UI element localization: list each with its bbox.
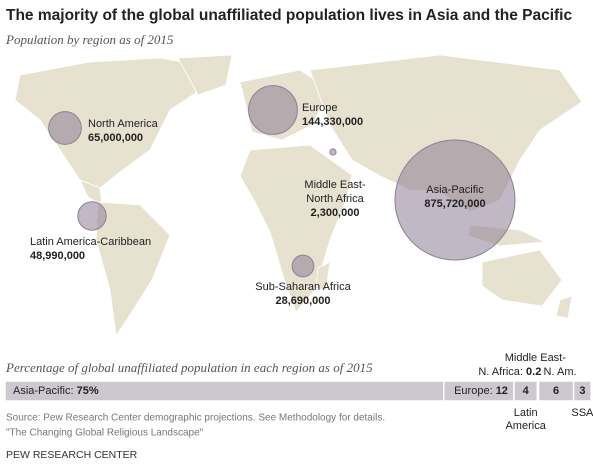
bubble-label: Europe	[302, 102, 337, 114]
bubble-value-label: 2,300,000	[311, 207, 360, 219]
bar-value-label: Asia-Pacific: 75%	[13, 385, 99, 397]
bar-value-label: 6	[553, 385, 559, 397]
note: "The Changing Global Religious Landscape…	[6, 428, 204, 439]
bubble	[291, 254, 315, 278]
bubble-label: North America	[88, 118, 159, 130]
bubble	[48, 111, 82, 145]
bubble-value-label: 875,720,000	[424, 198, 485, 210]
bar-label: Middle East-	[505, 352, 566, 364]
bubble-label: Asia-Pacific	[426, 184, 484, 196]
bar-value-label: 3	[579, 385, 585, 397]
bubble	[329, 148, 337, 156]
bar-label: N. Am.	[544, 366, 577, 378]
bar-segment	[572, 380, 592, 402]
bar-name: Asia-Pacific:	[13, 385, 74, 397]
bar-value: 0.2	[526, 366, 541, 378]
bar-value: 3	[579, 385, 585, 397]
bar-label: SSA	[571, 407, 593, 419]
bubble-label: Latin America-Caribbean	[30, 236, 151, 248]
bubble-value-label: 144,330,000	[302, 116, 363, 128]
bubble-value-label: 65,000,000	[88, 132, 143, 144]
bar-value: 6	[553, 385, 559, 397]
bar-name: N. Africa:	[478, 366, 523, 378]
bubble-label: Sub-Saharan Africa	[255, 281, 351, 293]
footer: PEW RESEARCH CENTER	[6, 449, 138, 461]
bar-value-label: 4	[523, 385, 530, 397]
bubble-value-label: 48,990,000	[30, 250, 85, 262]
chart-title: The majority of the global unaffiliated …	[6, 7, 572, 24]
bar-title: Percentage of global unaffiliated popula…	[5, 360, 373, 375]
bubble-label: North Africa	[306, 193, 364, 205]
bar-value: 4	[523, 385, 530, 397]
bar-value: 12	[496, 385, 508, 397]
bubble-label: Middle East-	[304, 179, 365, 191]
bubble-value-label: 28,690,000	[275, 295, 330, 307]
bar-name: Europe:	[454, 385, 493, 397]
bubble	[77, 201, 107, 231]
bar-value-label: Europe: 12	[454, 385, 508, 397]
bubble	[394, 139, 516, 261]
bar-label: America	[505, 420, 546, 432]
bar-label: Latin	[514, 407, 538, 419]
bar-value: 75%	[77, 385, 99, 397]
subtitle: Population by region as of 2015	[5, 32, 174, 47]
bubble	[248, 85, 298, 135]
source: Source: Pew Research Center demographic …	[6, 413, 385, 424]
bar-value-label: N. Africa: 0.2	[478, 366, 541, 378]
world-map	[14, 54, 583, 338]
